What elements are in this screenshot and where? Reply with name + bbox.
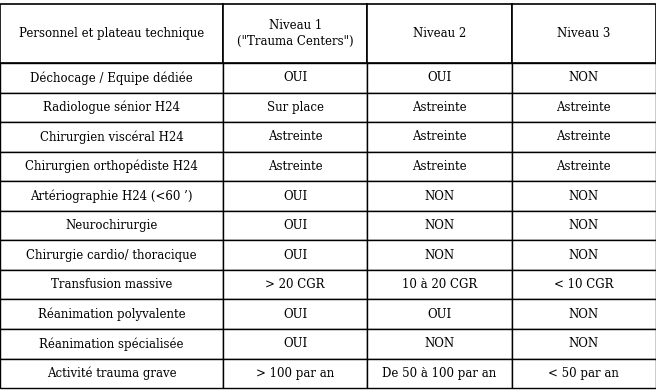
Bar (0, 329, 223, 359)
Bar (512, 63, 656, 93)
Text: Niveau 1
("Trauma Centers"): Niveau 1 ("Trauma Centers") (237, 20, 354, 47)
Text: Astreinte: Astreinte (556, 131, 611, 143)
Text: OUI: OUI (428, 308, 451, 321)
Text: Déchocage / Equipe dédiée: Déchocage / Equipe dédiée (30, 71, 193, 85)
Text: OUI: OUI (283, 189, 307, 203)
Bar (367, 4, 512, 63)
Bar (223, 181, 367, 211)
Bar (367, 270, 512, 299)
Bar (0, 359, 223, 388)
Bar (0, 240, 223, 270)
Text: Chirurgien viscéral H24: Chirurgien viscéral H24 (39, 130, 184, 143)
Bar (0, 270, 223, 299)
Text: Astreinte: Astreinte (268, 131, 323, 143)
Text: 10 à 20 CGR: 10 à 20 CGR (402, 278, 477, 291)
Bar (512, 152, 656, 181)
Bar (0, 122, 223, 152)
Text: Activité trauma grave: Activité trauma grave (47, 367, 176, 380)
Text: Sur place: Sur place (267, 101, 323, 114)
Text: < 50 par an: < 50 par an (548, 367, 619, 380)
Text: OUI: OUI (283, 249, 307, 261)
Bar (512, 93, 656, 122)
Bar (367, 329, 512, 359)
Text: Chirurgie cardio/ thoracique: Chirurgie cardio/ thoracique (26, 249, 197, 261)
Bar (512, 211, 656, 240)
Text: NON: NON (569, 71, 599, 84)
Text: NON: NON (569, 337, 599, 350)
Bar (223, 359, 367, 388)
Text: OUI: OUI (428, 71, 451, 84)
Bar (367, 299, 512, 329)
Text: Astreinte: Astreinte (556, 101, 611, 114)
Bar (512, 4, 656, 63)
Text: Réanimation spécialisée: Réanimation spécialisée (39, 337, 184, 350)
Text: OUI: OUI (283, 219, 307, 232)
Bar (512, 329, 656, 359)
Text: > 20 CGR: > 20 CGR (266, 278, 325, 291)
Bar (367, 93, 512, 122)
Bar (367, 359, 512, 388)
Bar (223, 270, 367, 299)
Text: Réanimation polyvalente: Réanimation polyvalente (37, 307, 186, 321)
Bar (512, 359, 656, 388)
Text: Astreinte: Astreinte (412, 101, 467, 114)
Bar (0, 4, 223, 63)
Bar (367, 181, 512, 211)
Text: Astreinte: Astreinte (268, 160, 323, 173)
Text: Astreinte: Astreinte (412, 131, 467, 143)
Bar (367, 122, 512, 152)
Text: NON: NON (424, 249, 455, 261)
Text: NON: NON (569, 308, 599, 321)
Bar (512, 270, 656, 299)
Bar (367, 63, 512, 93)
Text: Transfusion massive: Transfusion massive (51, 278, 173, 291)
Text: Neurochirurgie: Neurochirurgie (66, 219, 157, 232)
Bar (223, 299, 367, 329)
Text: Astreinte: Astreinte (556, 160, 611, 173)
Text: Niveau 3: Niveau 3 (557, 27, 611, 40)
Text: Astreinte: Astreinte (412, 160, 467, 173)
Bar (367, 211, 512, 240)
Bar (367, 152, 512, 181)
Bar (512, 240, 656, 270)
Bar (223, 93, 367, 122)
Text: OUI: OUI (283, 337, 307, 350)
Bar (0, 299, 223, 329)
Text: < 10 CGR: < 10 CGR (554, 278, 613, 291)
Bar (367, 240, 512, 270)
Text: Personnel et plateau technique: Personnel et plateau technique (19, 27, 204, 40)
Text: De 50 à 100 par an: De 50 à 100 par an (382, 367, 497, 380)
Text: NON: NON (569, 249, 599, 261)
Bar (223, 152, 367, 181)
Bar (0, 63, 223, 93)
Bar (0, 211, 223, 240)
Bar (512, 122, 656, 152)
Text: Radiologue sénior H24: Radiologue sénior H24 (43, 101, 180, 114)
Bar (223, 63, 367, 93)
Text: NON: NON (424, 189, 455, 203)
Bar (0, 93, 223, 122)
Bar (223, 4, 367, 63)
Bar (223, 329, 367, 359)
Bar (223, 211, 367, 240)
Bar (512, 299, 656, 329)
Text: NON: NON (569, 189, 599, 203)
Text: Niveau 2: Niveau 2 (413, 27, 466, 40)
Bar (0, 152, 223, 181)
Text: NON: NON (424, 337, 455, 350)
Bar (0, 181, 223, 211)
Text: NON: NON (424, 219, 455, 232)
Text: Chirurgien orthopédiste H24: Chirurgien orthopédiste H24 (25, 160, 198, 173)
Text: > 100 par an: > 100 par an (256, 367, 335, 380)
Bar (512, 181, 656, 211)
Text: Artériographie H24 (<60 ’): Artériographie H24 (<60 ’) (30, 189, 193, 203)
Text: OUI: OUI (283, 71, 307, 84)
Bar (223, 240, 367, 270)
Text: NON: NON (569, 219, 599, 232)
Text: OUI: OUI (283, 308, 307, 321)
Bar (223, 122, 367, 152)
